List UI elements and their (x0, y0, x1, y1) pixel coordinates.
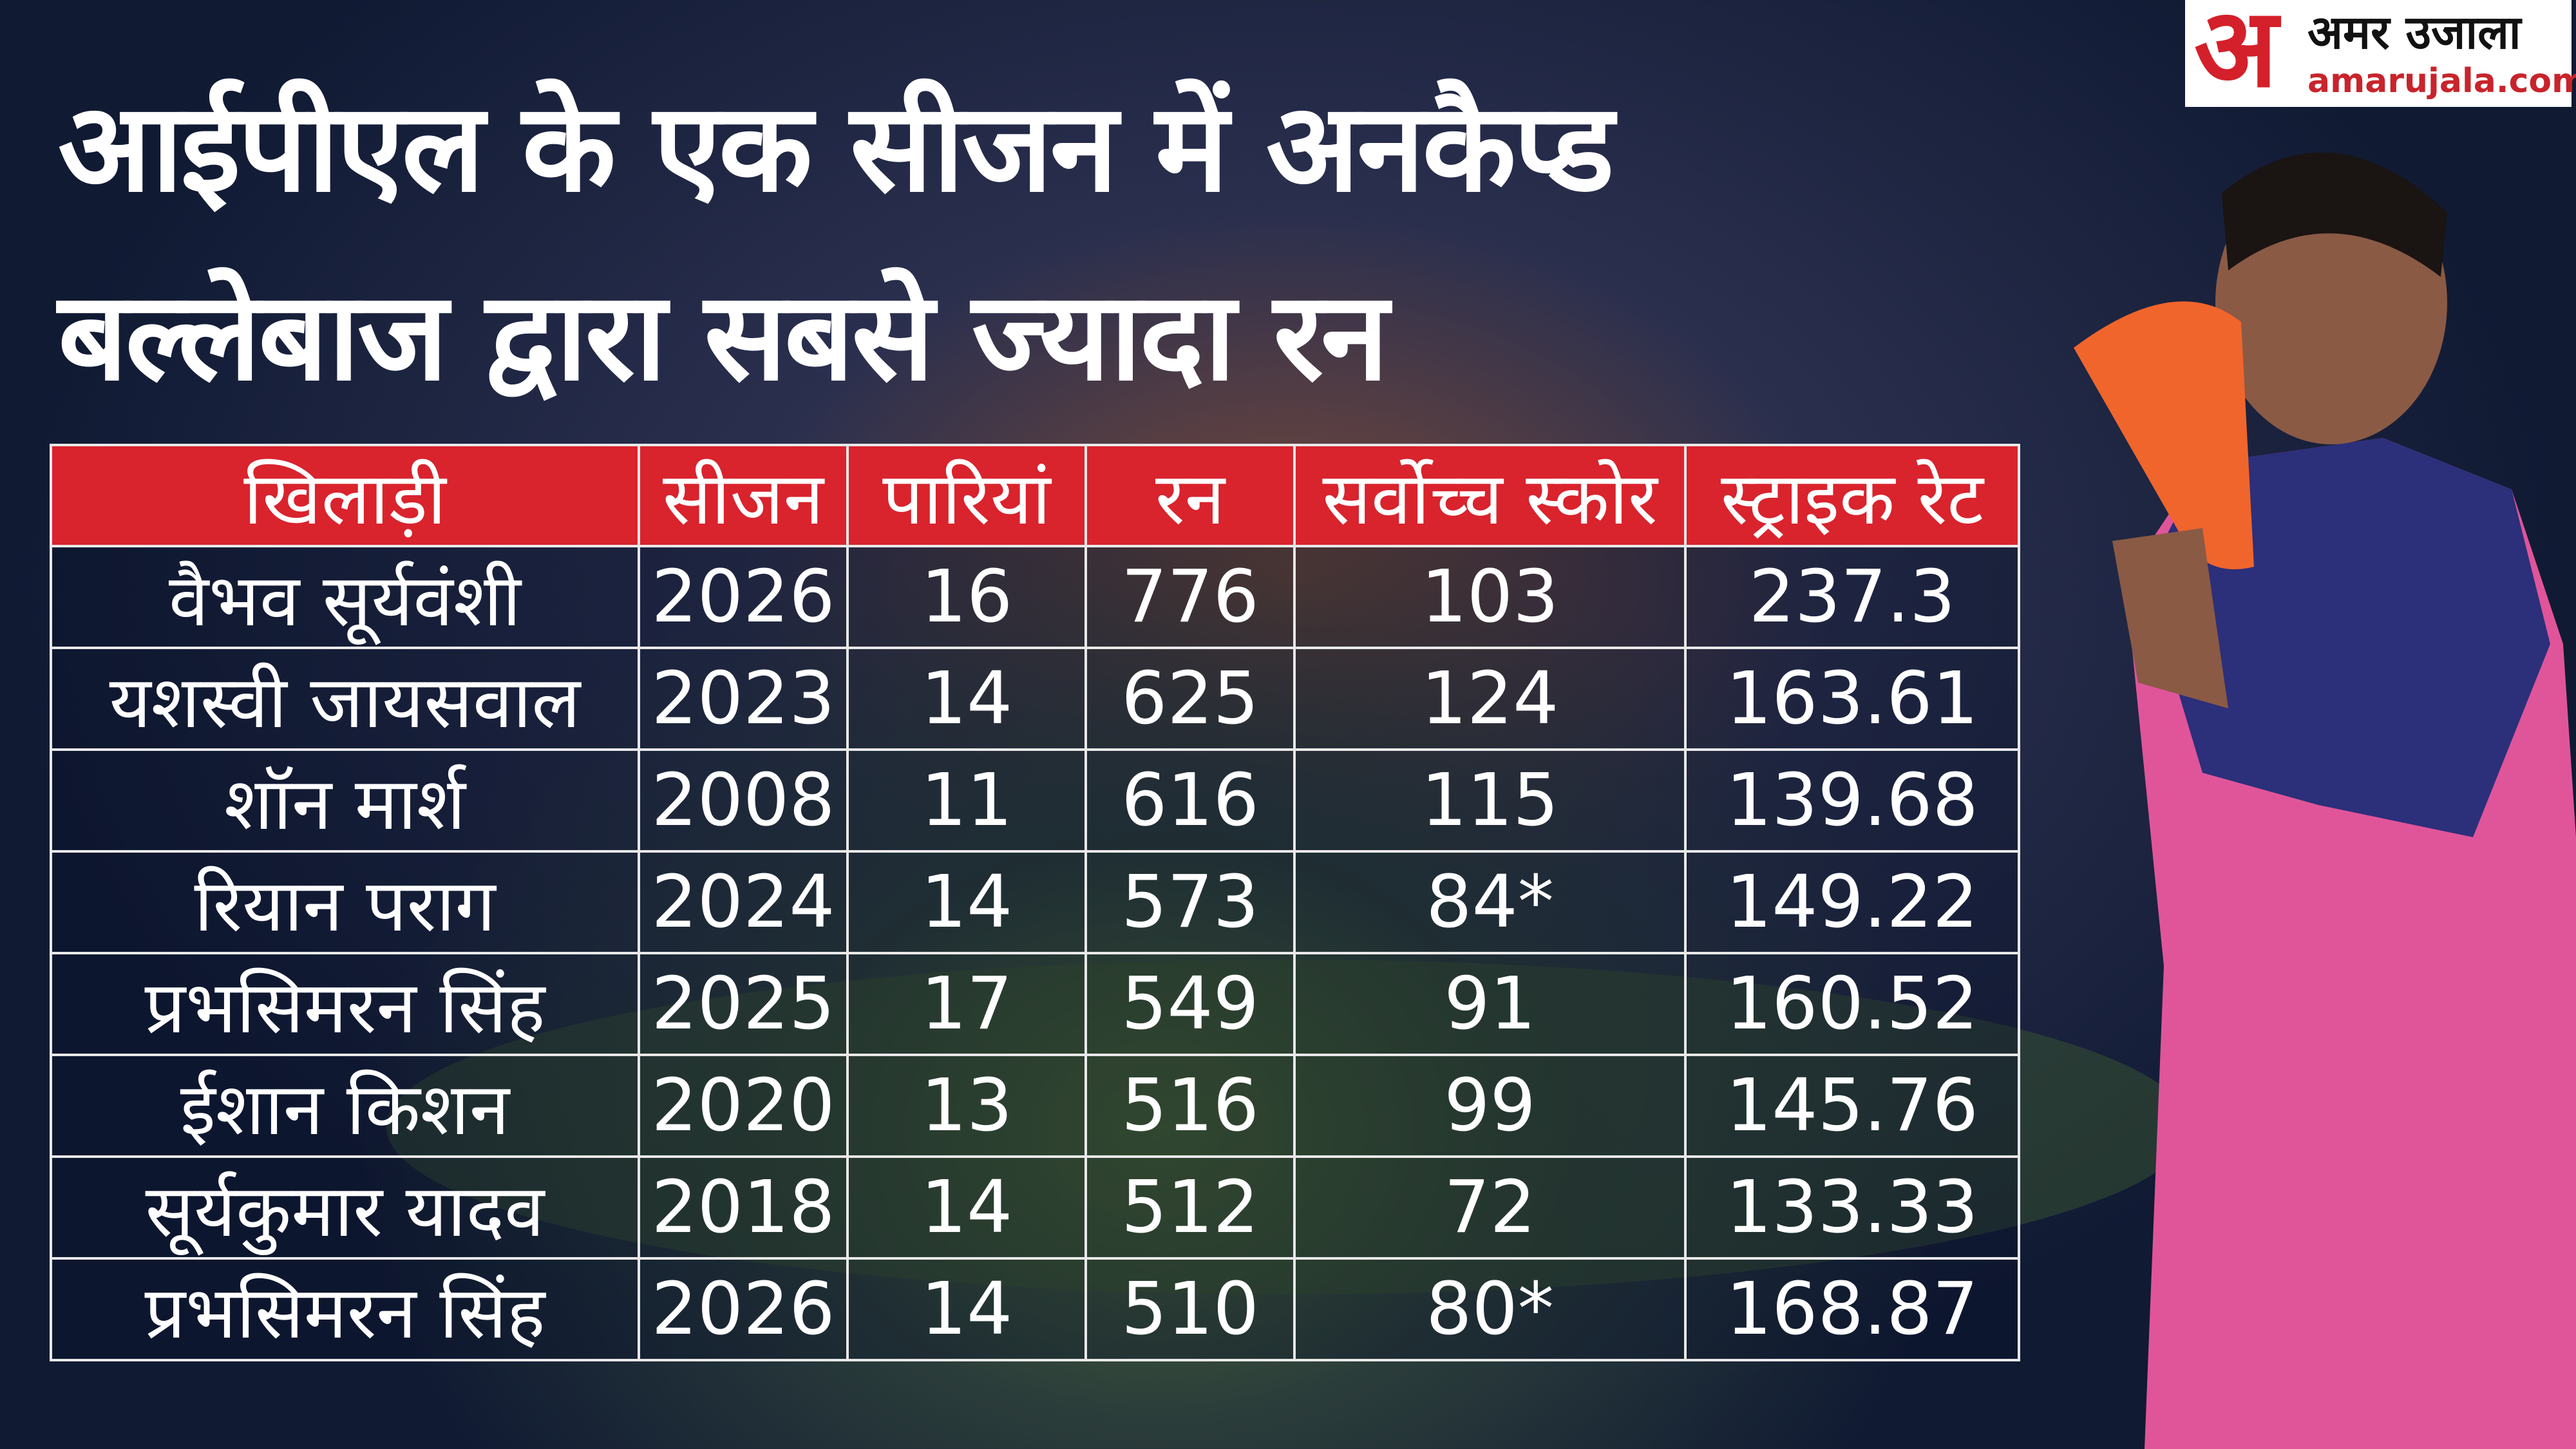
table-cell: 145.76 (1684, 1054, 2020, 1158)
table-row: सूर्यकुमार यादव 2018 14 512 72 133.33 (50, 1155, 2020, 1260)
table-cell: 573 (1084, 850, 1296, 954)
table-cell: 2025 (638, 952, 849, 1056)
table-cell: रियान पराग (50, 850, 640, 954)
table-row: यशस्वी जायसवाल 2023 14 625 124 163.61 (50, 647, 2020, 751)
table-row: शॉन मार्श 2008 11 616 115 139.68 (50, 748, 2020, 853)
table-cell: 11 (846, 748, 1087, 853)
table-cell: यशस्वी जायसवाल (50, 647, 640, 751)
table-body: वैभव सूर्यवंशी 2026 16 776 103 237.3 यशस्वी जा… (50, 545, 2020, 1361)
table-cell: 776 (1084, 545, 1296, 649)
header-cell: पारियां (846, 444, 1087, 547)
title-line: आईपीएल के एक सीजन में अनकैप्ड (58, 77, 1615, 219)
table-cell: 124 (1293, 647, 1687, 751)
table-cell: 160.52 (1684, 952, 2020, 1056)
table-cell: 14 (846, 1155, 1087, 1260)
logo-mark: अ (2194, 0, 2278, 112)
table-cell: 625 (1084, 647, 1296, 751)
table-cell: 84* (1293, 850, 1687, 954)
table-cell: 510 (1084, 1257, 1296, 1361)
table-cell: 2026 (638, 545, 849, 649)
logo-site: amarujala.com (2307, 62, 2576, 100)
table-cell: 14 (846, 647, 1087, 751)
table-cell: 17 (846, 952, 1087, 1056)
header-row: खिलाड़ी सीजन पारियां रन सर्वोच्च स्कोर स्ट्रा… (50, 444, 2020, 547)
logo: अ अमर उजाला amarujala.com (2185, 0, 2576, 112)
table-cell: 80* (1293, 1257, 1687, 1361)
table-cell: 13 (846, 1054, 1087, 1158)
header-cell: स्ट्राइक रेट (1684, 444, 2020, 547)
table-cell: प्रभसिमरन सिंह (50, 1257, 640, 1361)
table-cell: 2018 (638, 1155, 849, 1260)
table-cell: 512 (1084, 1155, 1296, 1260)
table-cell: 2020 (638, 1054, 849, 1158)
table-cell: 237.3 (1684, 545, 2020, 649)
table-row: प्रभसिमरन सिंह 2026 14 510 80* 168.87 (50, 1257, 2020, 1361)
table-cell: 14 (846, 1257, 1087, 1361)
table-cell: 2008 (638, 748, 849, 853)
table-cell: 139.68 (1684, 748, 2020, 853)
title-line: बल्लेबाज द्वारा सबसे ज्यादा रन (58, 265, 1388, 408)
table-cell: 168.87 (1684, 1257, 2020, 1361)
table-cell: प्रभसिमरन सिंह (50, 952, 640, 1056)
table-cell: 549 (1084, 952, 1296, 1056)
table-row: वैभव सूर्यवंशी 2026 16 776 103 237.3 (50, 545, 2020, 649)
table-cell: सूर्यकुमार यादव (50, 1155, 640, 1260)
table-cell: ईशान किशन (50, 1054, 640, 1158)
table-cell: 16 (846, 545, 1087, 649)
table-cell: 2024 (638, 850, 849, 954)
logo-name: अमर उजाला (2307, 5, 2521, 59)
table-cell: 149.22 (1684, 850, 2020, 954)
header-cell: रन (1084, 444, 1296, 547)
table-cell: वैभव सूर्यवंशी (50, 545, 640, 649)
header-cell: खिलाड़ी (50, 444, 640, 547)
table-cell: शॉन मार्श (50, 748, 640, 853)
table-row: ईशान किशन 2020 13 516 99 145.76 (50, 1054, 2020, 1158)
stats-table: खिलाड़ी सीजन पारियां रन सर्वोच्च स्कोर स्ट्रा… (50, 444, 2020, 1361)
header-cell: सर्वोच्च स्कोर (1293, 444, 1687, 547)
table-cell: 14 (846, 850, 1087, 954)
table-cell: 99 (1293, 1054, 1687, 1158)
table-cell: 72 (1293, 1155, 1687, 1260)
table-cell: 2023 (638, 647, 849, 751)
table-cell: 163.61 (1684, 647, 2020, 751)
table-cell: 91 (1293, 952, 1687, 1056)
header-cell: सीजन (638, 444, 849, 547)
table-row: प्रभसिमरन सिंह 2025 17 549 91 160.52 (50, 952, 2020, 1056)
table-row: रियान पराग 2024 14 573 84* 149.22 (50, 850, 2020, 954)
table-cell: 133.33 (1684, 1155, 2020, 1260)
table-cell: 516 (1084, 1054, 1296, 1158)
table-cell: 2026 (638, 1257, 849, 1361)
table-cell: 616 (1084, 748, 1296, 853)
player-figure (2074, 152, 2576, 1449)
table-cell: 103 (1293, 545, 1687, 649)
table-cell: 115 (1293, 748, 1687, 853)
